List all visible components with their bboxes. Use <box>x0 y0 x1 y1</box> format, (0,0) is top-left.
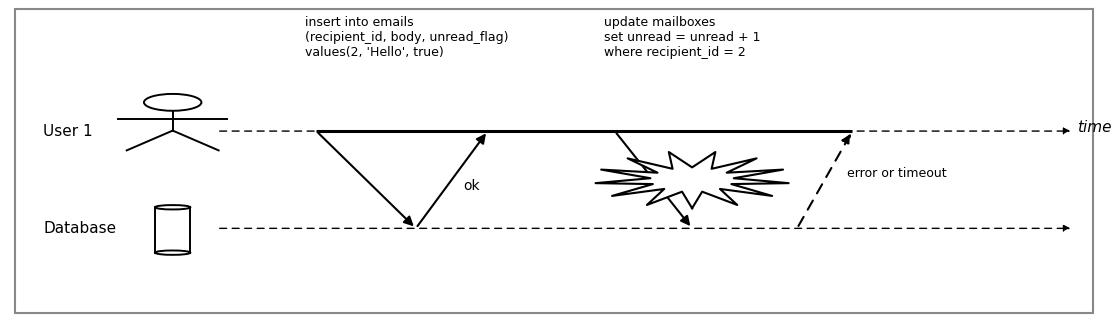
Text: ok: ok <box>463 179 479 193</box>
Text: Database: Database <box>44 221 116 236</box>
Text: time: time <box>1076 120 1111 135</box>
Text: error or timeout: error or timeout <box>847 167 947 180</box>
Ellipse shape <box>156 205 190 210</box>
Text: insert into emails
(recipient_id, body, unread_flag)
values(2, 'Hello', true): insert into emails (recipient_id, body, … <box>305 16 509 59</box>
Ellipse shape <box>156 250 190 255</box>
Text: update mailboxes
set unread = unread + 1
where recipient_id = 2: update mailboxes set unread = unread + 1… <box>603 16 760 59</box>
Polygon shape <box>595 152 789 208</box>
Text: User 1: User 1 <box>44 124 93 139</box>
